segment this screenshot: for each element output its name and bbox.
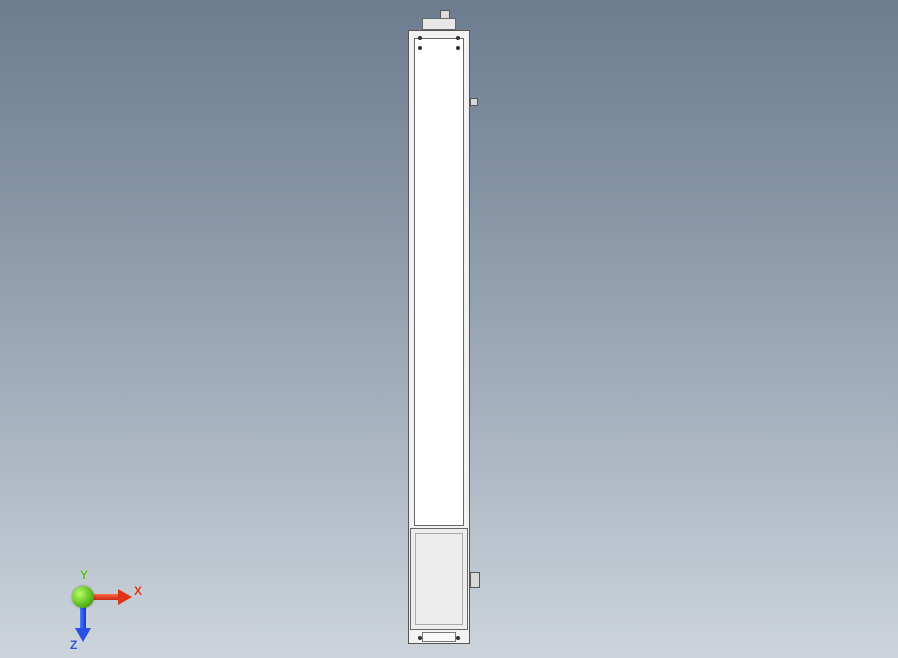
feature-side-nub-lower <box>470 572 480 588</box>
axis-x <box>92 594 120 600</box>
hole-top-right <box>456 36 460 40</box>
feature-top-cap <box>422 18 456 30</box>
cad-viewport[interactable]: X Y Z <box>0 0 898 658</box>
hole-top-right-2 <box>456 46 460 50</box>
feature-bottom-slot <box>422 632 456 642</box>
feature-body-face <box>414 38 464 526</box>
hole-bottom-left <box>418 636 422 640</box>
axis-z <box>80 606 86 630</box>
hole-top-left <box>418 36 422 40</box>
model-part[interactable] <box>408 16 470 644</box>
feature-carriage-block <box>410 528 468 630</box>
axis-x-label: X <box>134 584 142 598</box>
axis-y-label: Y <box>80 568 88 582</box>
axis-z-arrow-icon <box>75 628 91 642</box>
feature-side-nub-upper <box>470 98 478 106</box>
axis-triad[interactable]: X Y Z <box>58 572 128 642</box>
hole-bottom-right <box>456 636 460 640</box>
axis-origin-icon <box>72 586 94 608</box>
axis-z-label: Z <box>70 638 77 652</box>
axis-x-arrow-icon <box>118 589 132 605</box>
hole-top-left-2 <box>418 46 422 50</box>
